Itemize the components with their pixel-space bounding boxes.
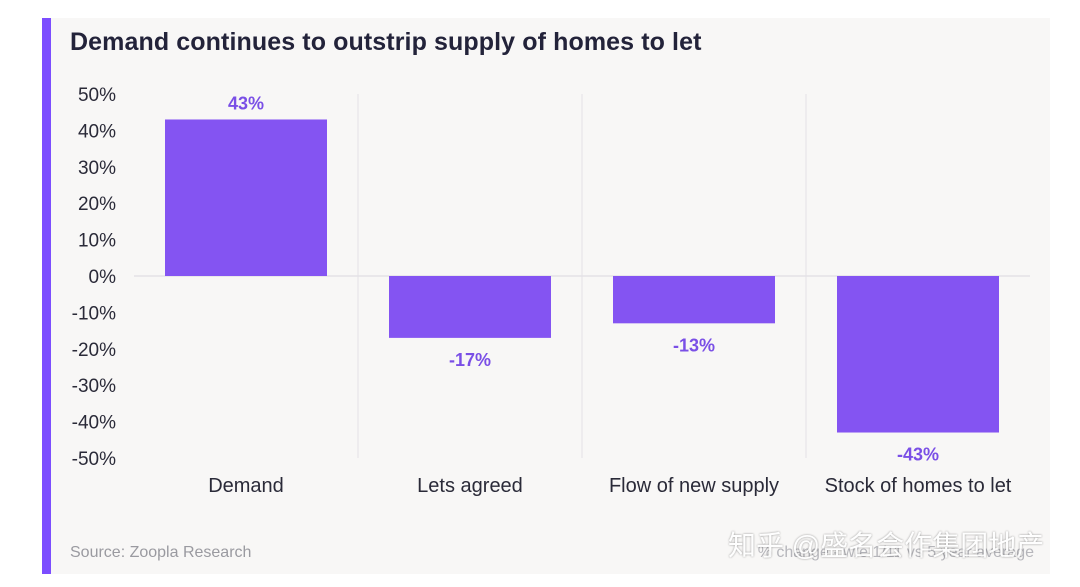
y-tick-label: 0% [89, 267, 117, 288]
category-label: Lets agreed [417, 475, 523, 497]
category-label: Flow of new supply [609, 475, 779, 497]
y-tick-label: 40% [78, 121, 116, 142]
y-tick-label: -30% [72, 376, 116, 397]
y-tick-label: -50% [72, 449, 116, 470]
y-tick-label: 50% [78, 85, 116, 106]
category-label: Demand [208, 475, 284, 497]
measure-note: % change - w/e 1/11 vs 5 year average [757, 544, 1034, 561]
data-label: -13% [673, 335, 715, 355]
bar [389, 276, 551, 338]
y-tick-label: 30% [78, 158, 116, 179]
bar [837, 276, 999, 433]
watermark-text: 知乎 @盛名会作集团地产 [728, 530, 1045, 561]
y-tick-label: -20% [72, 340, 116, 361]
data-label: 43% [228, 93, 264, 113]
accent-bar [42, 18, 51, 574]
y-tick-label: -10% [72, 303, 116, 324]
bar [165, 119, 327, 276]
y-tick-label: 10% [78, 231, 116, 252]
chart-title: Demand continues to outstrip supply of h… [70, 28, 702, 56]
category-label: Stock of homes to let [825, 475, 1012, 497]
data-label: -43% [897, 445, 939, 465]
source-note: Source: Zoopla Research [70, 544, 252, 561]
y-tick-label: -40% [72, 413, 116, 434]
bar [613, 276, 775, 324]
data-label: -17% [449, 350, 491, 370]
y-tick-label: 20% [78, 194, 116, 215]
